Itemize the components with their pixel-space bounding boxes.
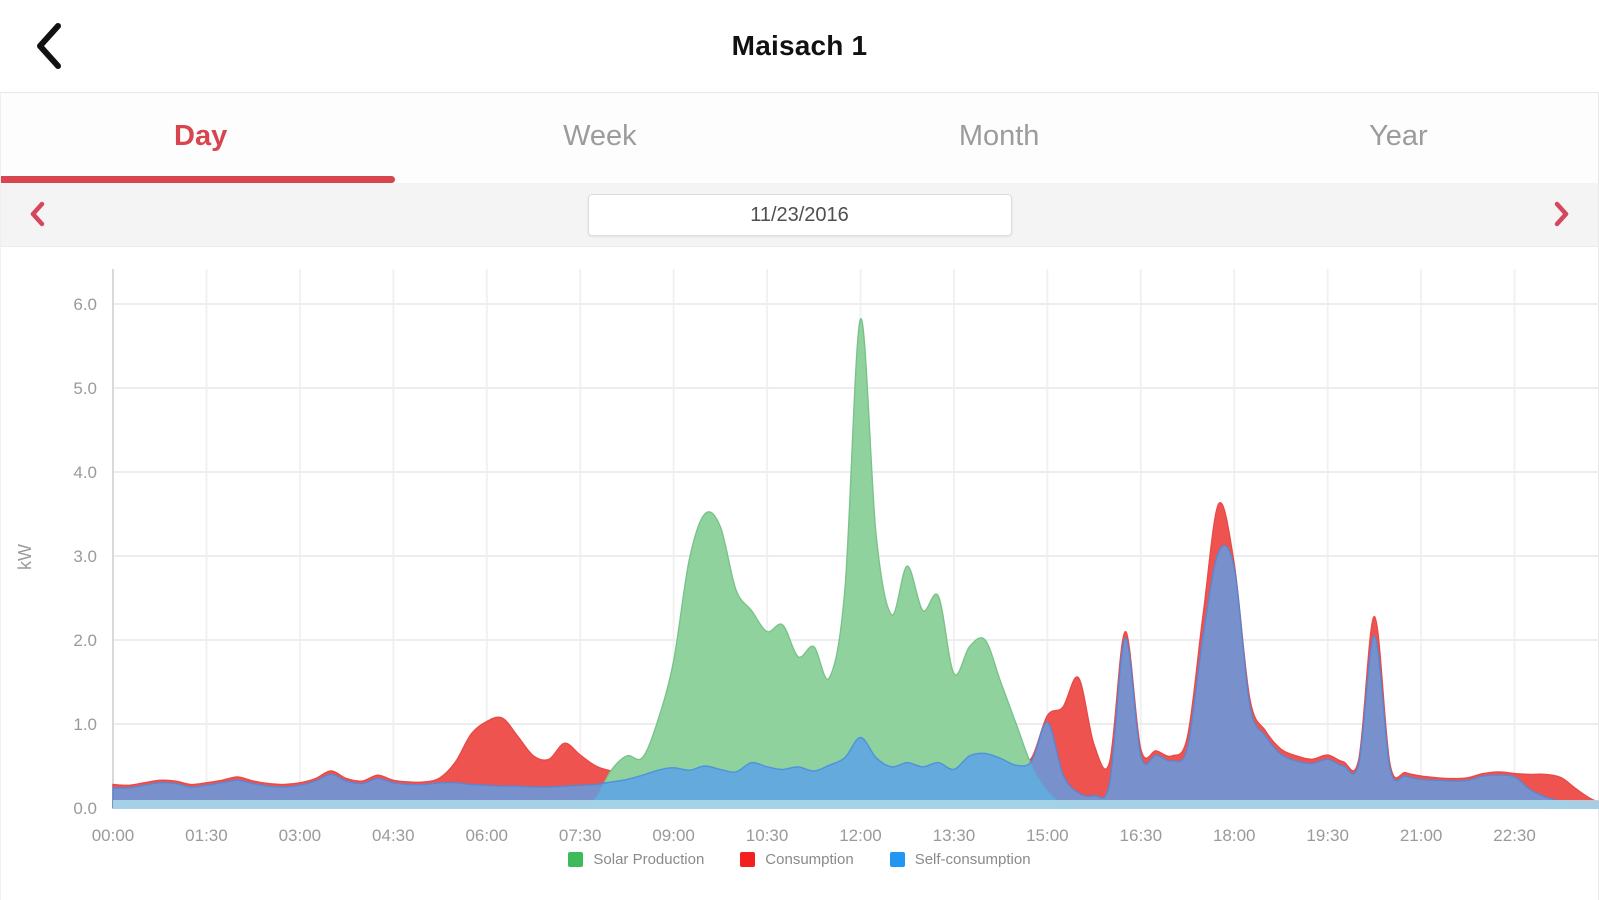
active-tab-underline (1, 176, 396, 183)
legend-item-self-consumption[interactable]: Self-consumption (889, 851, 1031, 868)
legend-item-solar[interactable]: Solar Production (568, 851, 704, 868)
chart-canvas: 0.0 1.0 2.0 3.0 4.0 5.0 6.0 00:00 01:30 03:00 04:3… (15, 269, 1599, 845)
consumption-swatch (740, 852, 756, 867)
svg-text:12:00: 12:00 (839, 826, 882, 845)
y-axis-unit-label: kW (15, 544, 35, 570)
back-button[interactable] (26, 20, 70, 74)
svg-text:00:00: 00:00 (92, 826, 135, 845)
self-consumption-swatch (889, 852, 905, 867)
svg-text:03:00: 03:00 (279, 826, 322, 845)
svg-text:04:30: 04:30 (372, 826, 415, 845)
energy-area-chart: 0.0 1.0 2.0 3.0 4.0 5.0 6.0 00:00 01:30 03:00 04:3… (1, 247, 1599, 900)
svg-text:16:30: 16:30 (1120, 826, 1163, 845)
baseline-strip (113, 800, 1599, 809)
svg-text:18:00: 18:00 (1213, 826, 1256, 845)
date-field[interactable]: 11/23/2016 (587, 193, 1012, 236)
svg-text:13:30: 13:30 (933, 826, 976, 845)
legend-label: Consumption (765, 851, 854, 868)
next-day-button[interactable] (1534, 183, 1590, 247)
svg-text:07:30: 07:30 (559, 826, 602, 845)
svg-text:6.0: 6.0 (73, 295, 97, 314)
chevron-left-icon (31, 20, 65, 75)
svg-text:15:00: 15:00 (1026, 826, 1069, 845)
content-card: Day Week Month Year 11/23/2016 (0, 92, 1599, 900)
tab-month[interactable]: Month (958, 120, 1040, 152)
legend-label: Self-consumption (914, 851, 1031, 868)
tab-week[interactable]: Week (563, 120, 637, 152)
axis-tick-labels: 0.0 1.0 2.0 3.0 4.0 5.0 6.0 00:00 01:30 03:00 04:3… (15, 295, 1536, 845)
period-tabbar: Day Week Month Year (1, 93, 1598, 183)
area-solar-production (112, 318, 1547, 809)
legend-item-consumption[interactable]: Consumption (740, 851, 854, 868)
solar-production-swatch (568, 852, 584, 867)
chart-legend: Solar Production Consumption Self-consum… (1, 851, 1598, 868)
svg-text:01:30: 01:30 (185, 826, 228, 845)
svg-text:2.0: 2.0 (73, 631, 97, 650)
area-self-consumption (112, 544, 1599, 809)
chevron-right-icon (1554, 201, 1570, 230)
chevron-left-icon (29, 201, 45, 230)
previous-day-button[interactable] (9, 183, 65, 247)
tab-day[interactable]: Day (174, 120, 228, 152)
svg-text:19:30: 19:30 (1306, 826, 1349, 845)
legend-label: Solar Production (593, 851, 705, 868)
svg-text:0.0: 0.0 (73, 799, 97, 818)
svg-text:5.0: 5.0 (73, 379, 97, 398)
svg-text:10:30: 10:30 (746, 826, 789, 845)
svg-text:4.0: 4.0 (73, 463, 97, 482)
svg-text:21:00: 21:00 (1400, 826, 1443, 845)
date-navigator: 11/23/2016 (1, 183, 1598, 247)
svg-text:06:00: 06:00 (465, 826, 508, 845)
svg-text:3.0: 3.0 (73, 547, 97, 566)
svg-text:22:30: 22:30 (1493, 826, 1536, 845)
svg-text:1.0: 1.0 (73, 715, 97, 734)
header: Maisach 1 (0, 0, 1599, 92)
page-title: Maisach 1 (731, 30, 868, 61)
tab-year[interactable]: Year (1369, 120, 1428, 152)
svg-text:09:00: 09:00 (652, 826, 695, 845)
